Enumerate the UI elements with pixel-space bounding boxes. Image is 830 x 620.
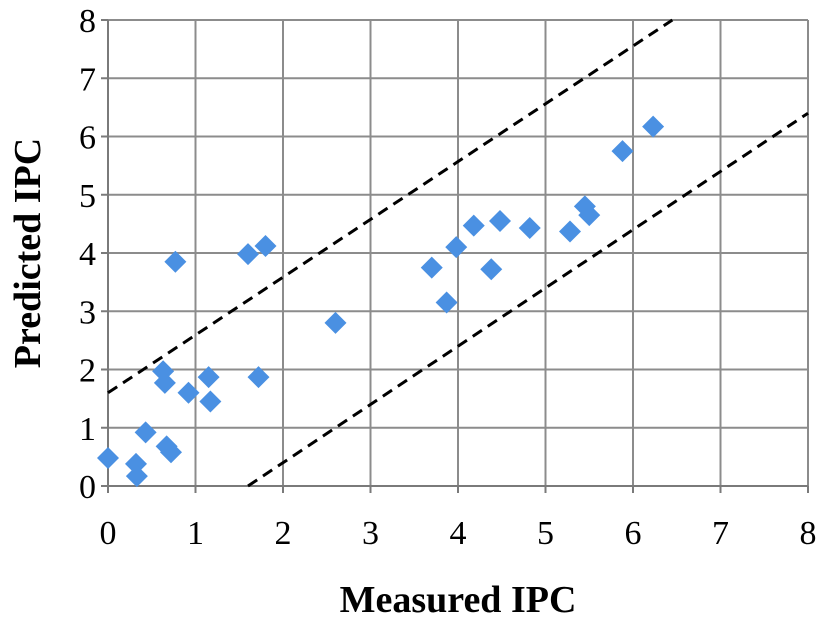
data-point	[197, 366, 220, 389]
data-point	[97, 447, 119, 470]
data-point	[134, 421, 157, 444]
data-point	[125, 452, 147, 475]
data-point	[611, 140, 634, 163]
x-tick-label: 5	[537, 515, 554, 552]
upper-bound-line	[107, 18, 674, 395]
data-point	[199, 390, 222, 413]
data-point	[578, 204, 601, 227]
grid-lines	[108, 19, 809, 486]
y-tick-label: 0	[79, 469, 96, 506]
data-point	[559, 220, 581, 243]
data-point	[324, 311, 347, 334]
tick-labels: 0 1 2 3 4 5 6 7 8 0 1 2 3 4 5 6 7 8	[79, 3, 817, 552]
x-tick-label: 2	[275, 515, 292, 552]
data-point	[237, 243, 259, 266]
data-point	[177, 381, 200, 404]
data-point	[489, 209, 511, 232]
data-point	[164, 250, 187, 273]
y-tick-label: 4	[79, 236, 96, 273]
x-tick-label: 1	[187, 515, 204, 552]
y-tick-label: 3	[79, 294, 96, 331]
x-axis-title: Measured IPC	[340, 579, 577, 620]
data-point	[462, 214, 485, 237]
data-point	[125, 465, 148, 488]
data-point	[160, 441, 182, 464]
y-tick-label: 5	[79, 178, 96, 215]
x-tick-label: 7	[712, 515, 729, 552]
reference-lines	[107, 18, 809, 488]
x-tick-label: 6	[625, 515, 642, 552]
x-tick-label: 0	[100, 515, 117, 552]
data-point	[642, 115, 665, 138]
data-point	[420, 256, 443, 279]
data-point	[445, 236, 468, 259]
axes	[101, 19, 809, 493]
y-tick-label: 1	[79, 411, 96, 448]
data-point	[435, 291, 458, 314]
x-tick-label: 8	[800, 515, 817, 552]
data-point	[247, 366, 270, 389]
x-tick-label: 4	[450, 515, 467, 552]
data-point	[153, 371, 176, 394]
x-tick-label: 3	[362, 515, 379, 552]
y-tick-label: 7	[79, 61, 96, 98]
y-tick-label: 8	[79, 3, 96, 40]
y-axis-title: Predicted IPC	[7, 138, 49, 368]
data-point	[480, 258, 503, 281]
y-tick-label: 2	[79, 353, 96, 390]
lower-bound-line	[247, 111, 809, 488]
y-tick-label: 6	[79, 120, 96, 157]
data-point	[254, 235, 277, 258]
data-points	[97, 115, 665, 488]
data-point	[518, 216, 541, 239]
